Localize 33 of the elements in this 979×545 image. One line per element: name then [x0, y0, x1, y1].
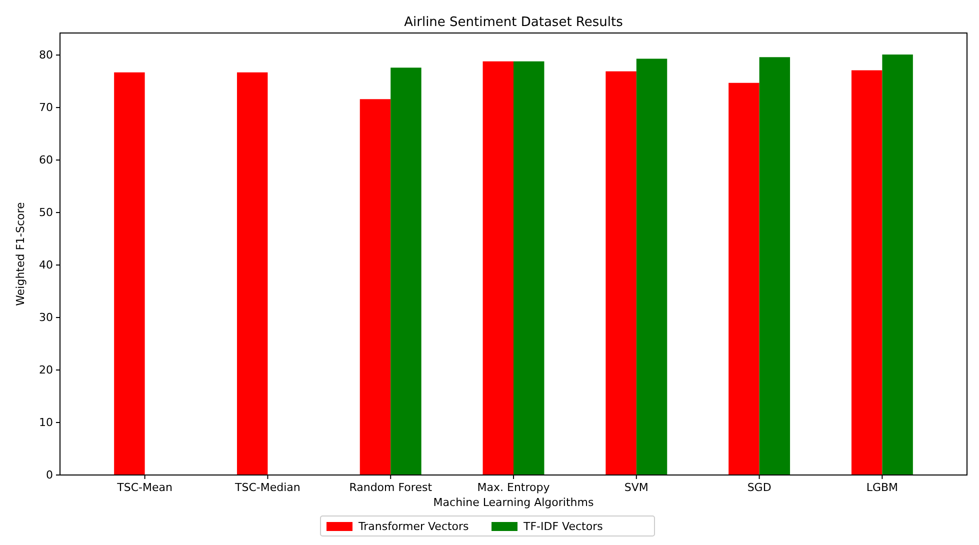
bar — [851, 70, 882, 475]
y-tick-label: 60 — [39, 154, 53, 167]
x-tick-label: LGBM — [866, 481, 898, 494]
bar — [514, 61, 544, 475]
y-tick-label: 50 — [39, 206, 53, 220]
bar — [114, 72, 145, 475]
bar — [636, 58, 668, 475]
y-tick-label: 80 — [39, 48, 53, 62]
x-tick-label: TSC-Mean — [116, 481, 172, 494]
x-tick-label: TSC-Median — [234, 481, 300, 494]
bar — [728, 82, 760, 475]
legend-label: Transformer Vectors — [358, 520, 470, 533]
y-tick-label: 30 — [39, 311, 53, 324]
y-axis-title: Weighted F1-Score — [14, 202, 27, 306]
x-tick-label: Max. Entropy — [477, 481, 550, 494]
bar — [759, 57, 790, 475]
y-tick-label: 0 — [46, 468, 53, 482]
bar — [882, 54, 913, 475]
y-tick-label: 10 — [39, 416, 53, 430]
bar — [482, 61, 514, 475]
chart-title: Airline Sentiment Dataset Results — [404, 15, 624, 30]
legend-label: TF-IDF Vectors — [522, 520, 604, 533]
x-tick-label: SVM — [624, 481, 648, 494]
bar — [360, 99, 391, 475]
x-tick-label: Random Forest — [349, 481, 433, 494]
y-tick-label: 70 — [39, 101, 53, 114]
x-axis-title: Machine Learning Algorithms — [433, 496, 594, 509]
x-tick-label: SGD — [747, 481, 772, 494]
bar — [236, 72, 268, 475]
y-tick-label: 40 — [39, 258, 53, 272]
bar — [390, 68, 422, 475]
y-tick-label: 20 — [39, 364, 53, 377]
bar — [606, 71, 636, 475]
